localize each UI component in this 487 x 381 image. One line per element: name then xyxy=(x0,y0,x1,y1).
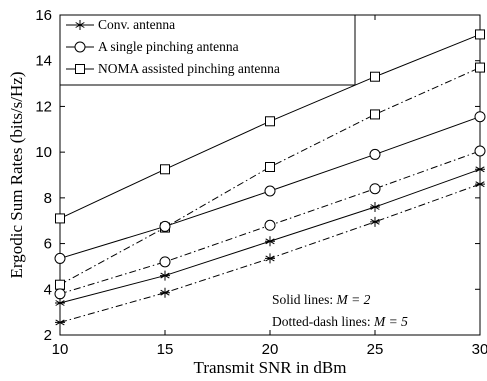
annotation-notes: Solid lines: M = 2 Dotted-dash lines: M … xyxy=(272,292,408,329)
legend: Conv. antenna A single pinching antenna … xyxy=(59,14,356,86)
data-point-circle xyxy=(369,148,381,160)
series-circle-solid xyxy=(54,111,486,264)
data-point-square xyxy=(55,213,65,224)
series-square-solid xyxy=(55,29,485,224)
series-asterisk-solid xyxy=(55,164,485,308)
data-point-square xyxy=(160,164,170,175)
y-tick-label: 16 xyxy=(35,7,52,24)
data-point-circle xyxy=(369,183,381,195)
data-point-asterisk xyxy=(160,270,170,281)
data-point-asterisk xyxy=(160,287,170,298)
series-circle-dashdot xyxy=(54,145,486,300)
data-point-square xyxy=(370,71,380,82)
data-point-asterisk xyxy=(265,253,275,264)
data-point-square xyxy=(475,29,485,40)
y-tick-label: 14 xyxy=(35,53,52,70)
data-point-square xyxy=(265,116,275,127)
legend-label-single-pinching-antenna: A single pinching antenna xyxy=(98,39,239,54)
y-tick-label: 6 xyxy=(44,236,52,253)
legend-label-noma-pinching-antenna: NOMA assisted pinching antenna xyxy=(98,61,280,76)
data-point-asterisk xyxy=(370,202,380,212)
axis-ticks: 10 15 20 25 30 2 4 6 8 10 12 14 16 xyxy=(35,7,487,358)
y-tick-label: 4 xyxy=(44,281,52,298)
x-tick-label: 20 xyxy=(262,341,279,358)
y-axis-title: Ergodic Sum Rates (bits/s/Hz) xyxy=(7,72,26,279)
data-point-circle xyxy=(54,288,66,300)
legend-marker-asterisk xyxy=(75,20,85,30)
data-point-asterisk xyxy=(370,216,380,227)
data-point-circle xyxy=(474,111,486,123)
data-point-square xyxy=(475,62,485,73)
legend-label-conv-antenna: Conv. antenna xyxy=(98,17,175,32)
x-axis-title: Transmit SNR in dBm xyxy=(194,358,347,377)
data-point-circle xyxy=(474,145,486,157)
data-point-asterisk xyxy=(265,236,275,247)
series-layer xyxy=(54,29,486,328)
data-point-circle xyxy=(264,219,276,231)
data-point-asterisk xyxy=(475,179,485,190)
note-dotted-dash-lines: Dotted-dash lines: M = 5 xyxy=(272,314,408,329)
y-tick-label: 8 xyxy=(44,190,52,207)
data-point-square xyxy=(370,109,380,120)
y-tick-label: 2 xyxy=(44,327,52,344)
data-point-asterisk xyxy=(475,164,485,175)
data-point-square xyxy=(265,162,275,172)
data-point-asterisk xyxy=(55,298,65,308)
y-tick-label: 12 xyxy=(35,98,52,115)
series-line xyxy=(59,67,481,286)
data-point-square xyxy=(55,279,65,290)
data-point-circle xyxy=(159,256,171,268)
data-point-asterisk xyxy=(55,317,65,328)
x-tick-label: 10 xyxy=(52,341,69,358)
x-tick-label: 25 xyxy=(367,341,384,358)
data-point-circle xyxy=(54,252,66,264)
y-tick-label: 10 xyxy=(35,144,52,161)
legend-box xyxy=(59,14,356,86)
x-tick-label: 15 xyxy=(157,341,174,358)
series-asterisk-dashdot xyxy=(55,179,485,328)
legend-marker-circle xyxy=(74,41,86,53)
data-point-circle xyxy=(159,220,171,232)
legend-marker-square xyxy=(75,64,85,74)
note-solid-lines: Solid lines: M = 2 xyxy=(272,292,371,307)
x-tick-label: 30 xyxy=(472,341,487,358)
data-point-circle xyxy=(264,185,276,197)
